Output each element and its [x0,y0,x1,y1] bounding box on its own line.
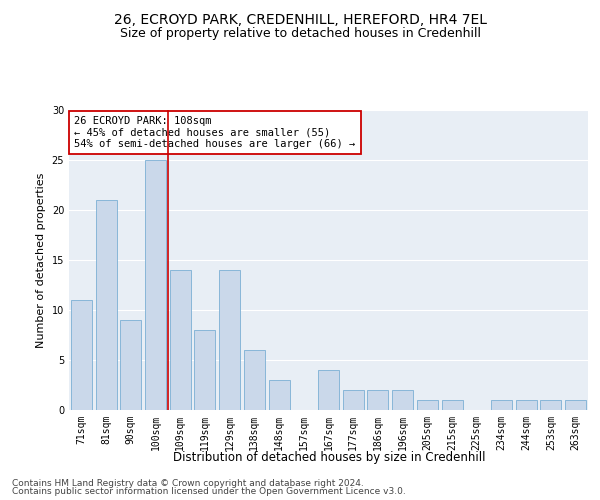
Bar [244,350,265,410]
Bar [541,400,562,410]
Bar [170,270,191,410]
Bar [145,160,166,410]
Bar [392,390,413,410]
Text: 26 ECROYD PARK: 108sqm
← 45% of detached houses are smaller (55)
54% of semi-det: 26 ECROYD PARK: 108sqm ← 45% of detached… [74,116,355,149]
Bar [343,390,364,410]
Text: Size of property relative to detached houses in Credenhill: Size of property relative to detached ho… [119,28,481,40]
Bar [442,400,463,410]
Bar [367,390,388,410]
Y-axis label: Number of detached properties: Number of detached properties [36,172,46,348]
Bar [516,400,537,410]
Bar [491,400,512,410]
Bar [565,400,586,410]
Bar [120,320,141,410]
Text: Distribution of detached houses by size in Credenhill: Distribution of detached houses by size … [173,451,485,464]
Bar [219,270,240,410]
Bar [318,370,339,410]
Text: 26, ECROYD PARK, CREDENHILL, HEREFORD, HR4 7EL: 26, ECROYD PARK, CREDENHILL, HEREFORD, H… [113,12,487,26]
Bar [95,200,116,410]
Text: Contains public sector information licensed under the Open Government Licence v3: Contains public sector information licen… [12,487,406,496]
Bar [417,400,438,410]
Bar [71,300,92,410]
Bar [269,380,290,410]
Text: Contains HM Land Registry data © Crown copyright and database right 2024.: Contains HM Land Registry data © Crown c… [12,478,364,488]
Bar [194,330,215,410]
